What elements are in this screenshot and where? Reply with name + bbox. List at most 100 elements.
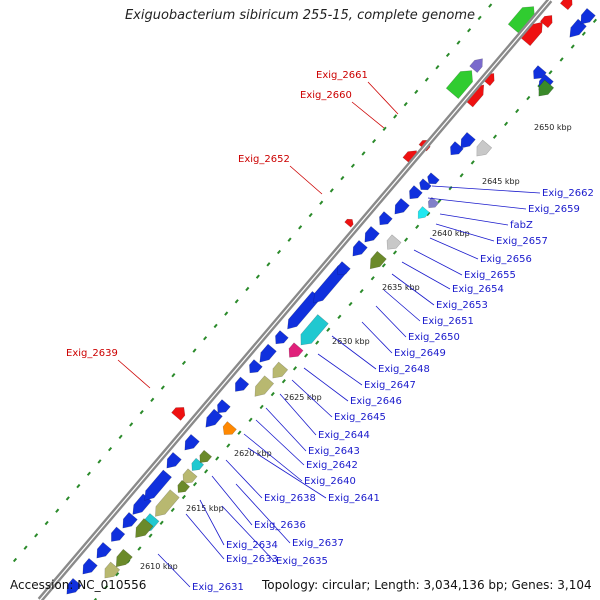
- ring-dot: [107, 446, 113, 452]
- gene-shape: [166, 451, 182, 469]
- ring-dot: [359, 288, 364, 294]
- ring-dot: [304, 353, 309, 358]
- gene-shape: [115, 548, 133, 568]
- label-leader: [435, 223, 495, 242]
- ring-dot: [581, 31, 586, 36]
- gene-shape: [352, 239, 368, 257]
- gene-label: Exig_2653: [436, 300, 488, 311]
- ring-dot: [181, 494, 186, 500]
- gene-shape: [82, 557, 98, 575]
- ring-dot: [204, 469, 209, 474]
- gene-arrow: [417, 206, 430, 219]
- gene-shape: [539, 15, 553, 29]
- ruler-label: 2650 kbp: [534, 123, 572, 132]
- inner-dotted-ring: [92, 18, 598, 600]
- ring-dot: [415, 224, 420, 229]
- label-leader: [255, 419, 305, 466]
- gene-shape: [344, 218, 354, 228]
- label-leader: [317, 353, 363, 386]
- ring-dot: [570, 44, 575, 49]
- gene-shape: [476, 139, 493, 157]
- gene-arrow: [364, 225, 380, 243]
- ring-dot: [248, 417, 253, 422]
- ring-dot: [456, 40, 461, 45]
- gene-shape: [222, 421, 237, 435]
- gene-shape: [235, 376, 250, 392]
- gene-labels: Exig_2661 Exig_2660 Exig_2652 Exig_2639 Exig…: [66, 70, 594, 593]
- ring-dot: [266, 262, 271, 267]
- gene-arrow: [177, 479, 191, 493]
- gene-shape: [427, 196, 440, 209]
- gene-arrow: [184, 433, 200, 451]
- gene-label: Exig_2643: [308, 446, 360, 457]
- ring-dot: [448, 185, 453, 191]
- ring-dot: [592, 18, 598, 24]
- label-leader: [157, 553, 191, 588]
- ring-dot: [392, 250, 398, 255]
- ring-dot: [276, 249, 282, 255]
- ring-dot: [213, 323, 218, 329]
- ring-dot: [340, 175, 345, 181]
- ring-dot: [470, 160, 475, 165]
- gene-label: Exig_2639: [66, 348, 118, 359]
- gene-arrow: [369, 250, 387, 270]
- ruler-label: 2610 kbp: [140, 562, 178, 571]
- label-leader: [243, 433, 303, 482]
- gene-shape: [144, 469, 172, 501]
- gene-arrow: [288, 342, 304, 358]
- label-leader: [383, 289, 421, 322]
- ring-dot: [361, 151, 366, 156]
- gene-shape: [427, 172, 440, 185]
- gene-arrow: [115, 548, 133, 568]
- ring-dot: [370, 276, 375, 281]
- ring-dot: [215, 456, 220, 461]
- gene-shape: [394, 197, 410, 215]
- ring-dot: [171, 373, 176, 378]
- ring-dot: [115, 572, 120, 577]
- ruler-label: 2640 kbp: [432, 229, 470, 238]
- ring-dot: [148, 533, 153, 538]
- gene-arrow: [419, 178, 432, 191]
- label-leader: [391, 273, 435, 306]
- gene-label: Exig_2655: [464, 270, 516, 281]
- gene-shape: [445, 70, 473, 99]
- gene-arrow: [300, 314, 329, 346]
- ring-dot: [159, 520, 164, 525]
- gene-shape: [275, 330, 289, 345]
- gene-shape: [419, 178, 432, 191]
- ring-dot: [435, 65, 440, 70]
- gene-shape: [533, 65, 547, 80]
- gene-arrow: [259, 343, 277, 363]
- gene-arrow: [235, 376, 250, 392]
- gene-arrow: [171, 407, 186, 421]
- ring-dot: [414, 89, 419, 95]
- ring-dot: [181, 360, 187, 366]
- ruler-label: 2635 kbp: [382, 283, 420, 292]
- ring-dot: [315, 340, 320, 345]
- ring-dot: [192, 348, 197, 353]
- ring-dot: [393, 114, 398, 119]
- ring-dot: [287, 237, 292, 242]
- gene-arrow: [222, 421, 237, 435]
- ring-dot: [548, 70, 553, 75]
- ring-dot: [437, 198, 442, 204]
- ring-dot: [203, 336, 208, 341]
- gene-shape: [184, 433, 200, 451]
- gene-label: Exig_2652: [238, 154, 290, 165]
- ring-dot: [12, 557, 18, 563]
- gene-shape: [369, 250, 387, 270]
- gene-shape: [171, 407, 186, 421]
- ring-dot: [76, 483, 81, 489]
- ring-dot: [160, 385, 165, 390]
- gene-label: Exig_2640: [304, 476, 356, 487]
- ring-dot: [382, 126, 387, 131]
- ring-dot: [139, 409, 144, 415]
- label-leader: [221, 505, 275, 562]
- gene-arrow: [155, 489, 180, 517]
- ring-dot: [371, 138, 377, 144]
- gene-arrow: [122, 511, 138, 529]
- gene-shape: [177, 479, 191, 493]
- ring-dot: [137, 546, 142, 551]
